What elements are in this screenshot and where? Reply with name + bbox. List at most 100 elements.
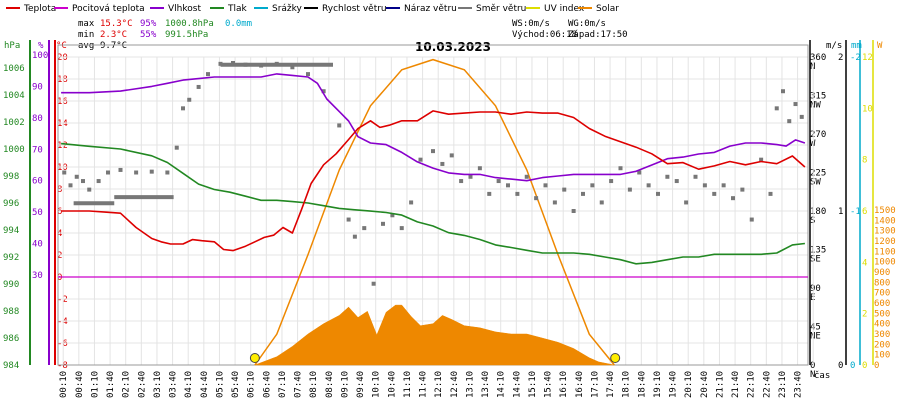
uv-tick: 8 (862, 156, 867, 166)
temp-tick: 16 (57, 97, 68, 107)
time-tick: 14:40 (512, 371, 522, 398)
time-tick: 18:40 (637, 371, 647, 398)
time-tick: 07:40 (294, 371, 304, 398)
wind-direction-point (674, 179, 679, 184)
solar-tick: 0 (874, 361, 879, 371)
time-tick: 04:10 (184, 371, 194, 398)
humidity-unit: % (38, 41, 44, 51)
temp-tick: 2 (57, 251, 62, 261)
pressure-tick: 1004 (3, 91, 25, 101)
time-tick: 02:10 (122, 371, 132, 398)
temp-tick: 14 (57, 119, 68, 129)
legend-label: Teplota (23, 4, 56, 14)
time-tick: 16:10 (559, 371, 569, 398)
time-tick: 03:40 (169, 371, 179, 398)
plot-area (57, 44, 814, 366)
time-tick: 15:10 (528, 371, 538, 398)
time-tick: 01:40 (106, 371, 116, 398)
time-tick: 08:40 (325, 371, 335, 398)
temp-tick: 20 (57, 53, 68, 63)
mm-tick: -2 (850, 53, 861, 63)
wind-direction-point (165, 170, 170, 175)
wind-direction-point (74, 174, 79, 179)
temp-tick: 6 (57, 207, 62, 217)
direction-tick-deg: 360 (810, 53, 826, 63)
solar-tick: 300 (874, 330, 890, 340)
pressure-tick: 986 (3, 334, 19, 344)
ms-tick: 2 (838, 53, 843, 63)
legend-label: Rychlost větru (322, 4, 387, 14)
humidity-tick: 50 (32, 208, 43, 218)
legend-label: Tlak (227, 4, 248, 14)
uv-tick: 2 (862, 310, 867, 320)
wind-direction-point (590, 183, 595, 188)
time-tick: 09:40 (356, 371, 366, 398)
direction-tick-deg: 180 (810, 207, 826, 217)
wind-direction-point (702, 183, 707, 188)
legend-label: Pocitová teplota (72, 4, 145, 14)
wind-direction-point (665, 174, 670, 179)
temp-tick: 12 (57, 141, 68, 151)
time-tick: 17:40 (606, 371, 616, 398)
wind-direction-point (96, 179, 101, 184)
sunset: Západ:17:50 (568, 30, 628, 40)
wind-direction-point (487, 191, 492, 196)
temp-tick: 8 (57, 185, 62, 195)
direction-tick-deg: 315 (810, 92, 826, 102)
wind-direction-point (562, 187, 567, 192)
wind-direction-point (571, 209, 576, 213)
pressure-tick: 996 (3, 199, 19, 209)
time-tick: 17:10 (590, 371, 600, 398)
temp-tick: 0 (57, 273, 62, 283)
wind-direction-point (799, 114, 804, 119)
time-tick: 10:40 (387, 371, 397, 398)
pressure-tick: 984 (3, 361, 19, 371)
pressure-tick: 992 (3, 253, 19, 263)
max-label: max (78, 19, 95, 29)
direction-tick-name: N (810, 370, 815, 380)
wind-direction-point (731, 196, 735, 201)
stats-block: max 15.3°C 95% 1000.8hPa 0.0mm min 2.3°C… (78, 19, 628, 51)
temperature-line (61, 110, 806, 252)
right-axes: m/smmW360N315NW270W225SW180S135SE90E45NE… (809, 40, 896, 380)
svg-text:max: max (78, 19, 95, 29)
time-tick: 13:40 (481, 371, 491, 398)
humidity-tick: 100 (32, 51, 48, 61)
wind-direction-point (477, 166, 482, 171)
solar-area (254, 304, 615, 366)
time-tick: 16:40 (575, 371, 585, 398)
wind-direction-point (62, 170, 67, 175)
solar-tick: 1500 (874, 206, 896, 216)
min-temp: 2.3°C (100, 30, 127, 40)
pressure-tick: 994 (3, 226, 19, 236)
time-tick: 06:40 (262, 371, 272, 398)
solar-tick: 100 (874, 351, 890, 361)
time-tick: 20:40 (700, 371, 710, 398)
wind-direction-point (496, 179, 501, 184)
solar-tick: 600 (874, 299, 890, 309)
wind-direction-point (637, 170, 642, 175)
wind-direction-point (371, 281, 376, 286)
solar-tick: 900 (874, 268, 890, 278)
wind-direction-point (581, 191, 585, 196)
max-humidity: 95% (140, 19, 157, 29)
wind-direction-point (543, 183, 548, 188)
pressure-tick: 1002 (3, 118, 25, 128)
wind-direction-series (62, 60, 804, 286)
time-tick: 05:10 (215, 371, 225, 398)
time-tick: 23:40 (794, 371, 804, 398)
pressure-tick: 998 (3, 172, 19, 182)
time-tick: 01:10 (90, 371, 100, 398)
wind-direction-point (352, 234, 357, 239)
max-pressure: 1000.8hPa (165, 19, 214, 29)
wind-direction-point (206, 72, 210, 77)
avg-temp: 9.7°C (100, 41, 127, 51)
wind-direction-point (468, 174, 473, 179)
wind-direction-point (609, 179, 614, 184)
wind-direction-point (149, 169, 154, 174)
sunrise: Východ:06:18 (512, 30, 577, 40)
time-tick: 18:10 (622, 371, 632, 398)
wind-direction-point (774, 106, 779, 111)
temp-tick: 10 (57, 163, 68, 173)
wind-direction-point (440, 161, 445, 166)
